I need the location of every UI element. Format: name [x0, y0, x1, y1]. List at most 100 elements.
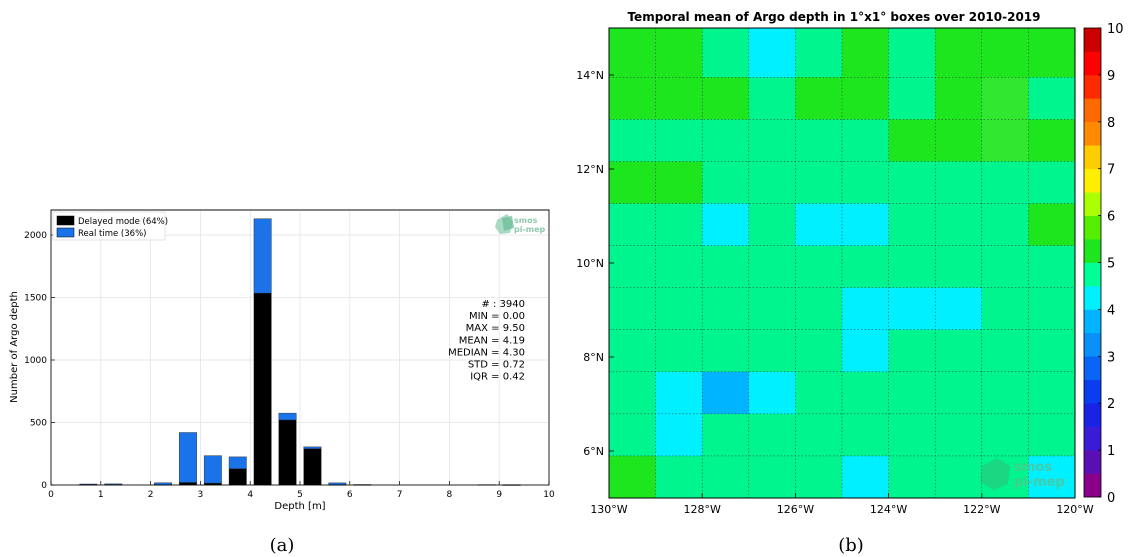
- lon-tick-label: 126°W: [777, 503, 814, 516]
- heatmap-cell: [1028, 28, 1076, 78]
- colorbar-tick-label: 7: [1107, 163, 1115, 178]
- heatmap-cell: [655, 371, 703, 415]
- lat-tick-label: 8°N: [583, 351, 604, 364]
- heatmap-cell: [888, 119, 936, 162]
- heatmap-cell: [888, 77, 936, 120]
- heatmap-cell: [1028, 77, 1076, 120]
- bar-delayed-mode: [253, 292, 272, 486]
- histogram-x-axis-label: Depth [m]: [274, 501, 325, 512]
- heatmap-cell: [748, 455, 796, 499]
- heatmap-grid: [608, 28, 1076, 498]
- x-tick-label: 10: [543, 490, 555, 500]
- heatmap-cell: [981, 203, 1029, 246]
- colorbar-tick-label: 8: [1107, 116, 1115, 131]
- y-tick-label: 0: [41, 481, 47, 491]
- heatmap-cell: [888, 28, 936, 78]
- heatmap-cell: [935, 371, 983, 415]
- heatmap-cell: [795, 119, 843, 162]
- bar-real-time: [328, 482, 347, 485]
- heatmap-y-ticks: 6°N 8°N 10°N 12°N 14°N: [576, 69, 614, 458]
- lat-tick-label: 12°N: [576, 163, 604, 176]
- x-tick-label: 9: [496, 490, 502, 500]
- heatmap-cell: [795, 77, 843, 120]
- heatmap-cell: [981, 28, 1029, 78]
- y-tick-label: 1500: [24, 294, 47, 304]
- heatmap-cell: [795, 413, 843, 457]
- heatmap-cell: [748, 161, 796, 204]
- heatmap-cell: [888, 455, 936, 499]
- logo-text-a-line2: pi-mep: [514, 225, 546, 234]
- heatmap-cell: [655, 287, 703, 331]
- colorbar-tick-label: 0: [1107, 491, 1115, 506]
- caption-a: (a): [270, 535, 295, 556]
- lat-tick-label: 6°N: [583, 445, 604, 458]
- heatmap-cell: [888, 287, 936, 331]
- colorbar-segment: [1084, 121, 1101, 146]
- stat-line: # : 3940: [481, 299, 525, 310]
- colorbar-tick-label: 10: [1107, 22, 1124, 37]
- bar-real-time: [253, 218, 272, 294]
- stat-line: STD = 0.72: [468, 360, 525, 371]
- heatmap-cell: [702, 119, 750, 162]
- heatmap-cell: [1028, 371, 1076, 415]
- heatmap-cell: [795, 245, 843, 288]
- heatmap-cell: [842, 77, 889, 120]
- logo-text-b-line1: smos: [1014, 460, 1052, 475]
- stat-line: MIN = 0.00: [469, 311, 525, 322]
- stat-line: MEAN = 4.19: [459, 335, 525, 346]
- heatmap-cell: [655, 245, 703, 288]
- lon-tick-label: 128°W: [684, 503, 721, 516]
- bar-real-time: [228, 456, 247, 469]
- heatmap-cell: [981, 161, 1029, 204]
- x-tick-label: 2: [148, 490, 154, 500]
- colorbar-segment: [1084, 309, 1101, 334]
- histogram-x-ticks: 0 1 2 3 4 5 6 7 8 9 10: [48, 481, 555, 500]
- heatmap-cell: [795, 287, 843, 331]
- bar-real-time: [203, 455, 222, 484]
- heatmap-cell: [655, 329, 703, 373]
- heatmap-cell: [1028, 329, 1076, 373]
- colorbar-tick-label: 9: [1107, 69, 1115, 84]
- colorbar-segment: [1084, 450, 1101, 474]
- heatmap-cell: [748, 245, 796, 288]
- y-tick-label: 1000: [24, 356, 47, 366]
- heatmap-cell: [702, 371, 750, 415]
- heatmap-cell: [795, 329, 843, 373]
- heatmap-cell: [609, 119, 656, 162]
- logo-text-b-line2: pi-mep: [1014, 475, 1065, 490]
- heatmap-cell: [655, 161, 703, 204]
- heatmap-cell: [981, 371, 1029, 415]
- bar-delayed-mode: [228, 468, 247, 486]
- heatmap-cell: [702, 161, 750, 204]
- colorbar-segment: [1084, 28, 1101, 52]
- heatmap-cell: [842, 161, 889, 204]
- heatmap-cell: [795, 203, 843, 246]
- heatmap-cell: [655, 28, 703, 78]
- heatmap-cell: [935, 28, 983, 78]
- x-tick-label: 7: [397, 490, 403, 500]
- heatmap-cell: [842, 287, 889, 331]
- heatmap-cell: [935, 287, 983, 331]
- heatmap-cell: [655, 413, 703, 457]
- colorbar-tick-label: 6: [1107, 210, 1115, 225]
- heatmap-cell: [981, 413, 1029, 457]
- heatmap-cell: [655, 77, 703, 120]
- heatmap-cell: [935, 455, 983, 499]
- lon-tick-label: 122°W: [963, 503, 1000, 516]
- legend-label-delayed: Delayed mode (64%): [78, 217, 168, 227]
- colorbar-segment: [1084, 192, 1101, 216]
- colorbar-tick-label: 2: [1107, 397, 1115, 412]
- colorbar-segment: [1084, 168, 1101, 193]
- heatmap-cell: [1028, 119, 1076, 162]
- logo-mark-b: [980, 458, 1010, 490]
- colorbar-segment: [1084, 379, 1101, 404]
- colorbar-ticks: 0 1 2 3 4 5 6 7 8 9 10: [1098, 22, 1124, 506]
- lon-tick-label: 124°W: [870, 503, 907, 516]
- heatmap-cell: [702, 77, 750, 120]
- legend-label-realtime: Real time (36%): [78, 229, 146, 239]
- logo-text-a-line1: smos: [514, 216, 538, 225]
- heatmap-cell: [935, 119, 983, 162]
- colorbar-segment: [1084, 74, 1101, 99]
